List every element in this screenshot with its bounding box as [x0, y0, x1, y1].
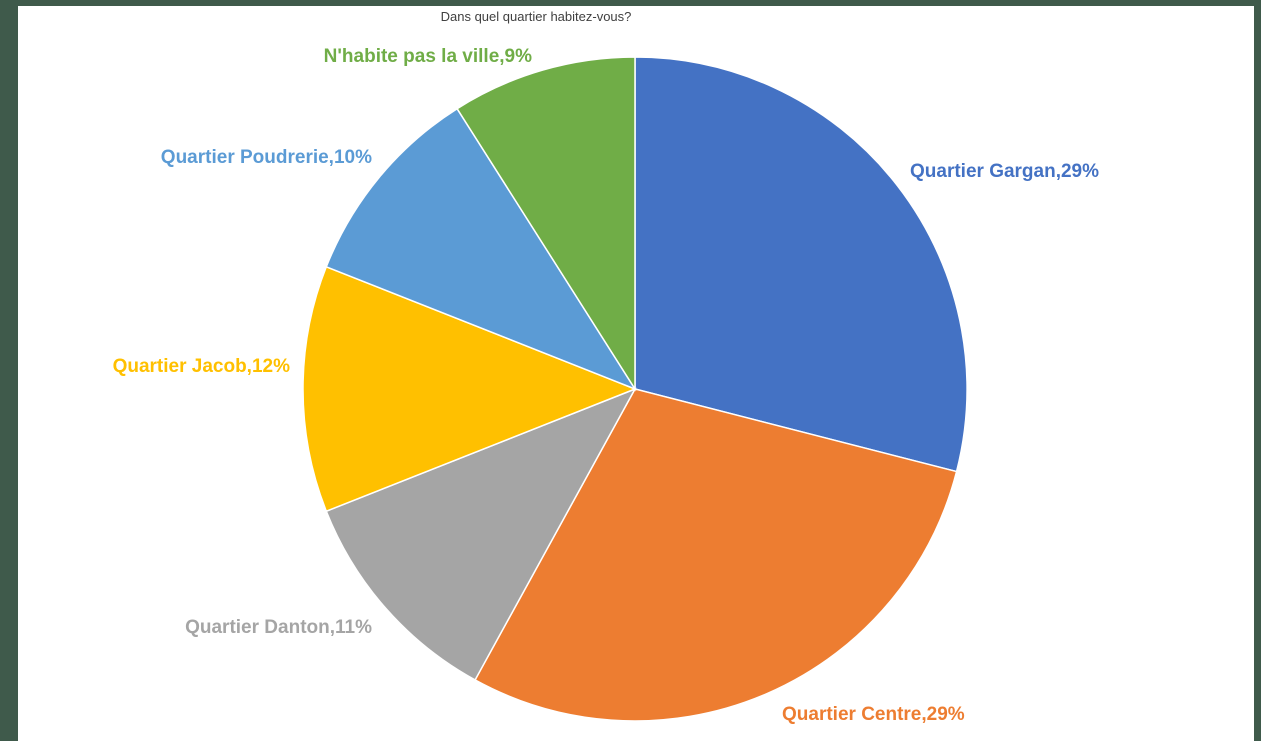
pie-slice-quartier-jacob: [302, 265, 638, 513]
pie-slice-quartier-danton: [325, 387, 637, 681]
pie-slice-quartier-centre: [474, 388, 958, 722]
pie-chart: Quartier Gargan,29% Quartier Centre,29% Qu…: [113, 46, 1100, 725]
data-label-quartier-gargan: Quartier Gargan,29%: [910, 161, 1099, 182]
data-label-quartier-centre: Quartier Centre,29%: [782, 704, 965, 725]
data-label-quartier-poudrerie: Quartier Poudrerie,10%: [161, 147, 372, 168]
data-label-quartier-danton: Quartier Danton,11%: [185, 617, 372, 638]
chart-title: Dans quel quartier habitez-vous?: [440, 9, 632, 24]
data-label-n-habite-pas-la-ville: N'habite pas la ville,9%: [324, 46, 532, 67]
pie-slice-quartier-gargan: [634, 56, 968, 473]
chart-panel: Dans quel quartier habitez-vous? Quartie…: [18, 6, 1254, 741]
pie-slice-n-habite-pas-la-ville: [456, 56, 636, 392]
data-label-quartier-jacob: Quartier Jacob,12%: [113, 356, 291, 377]
pie-slice-quartier-poudrerie: [325, 107, 637, 391]
